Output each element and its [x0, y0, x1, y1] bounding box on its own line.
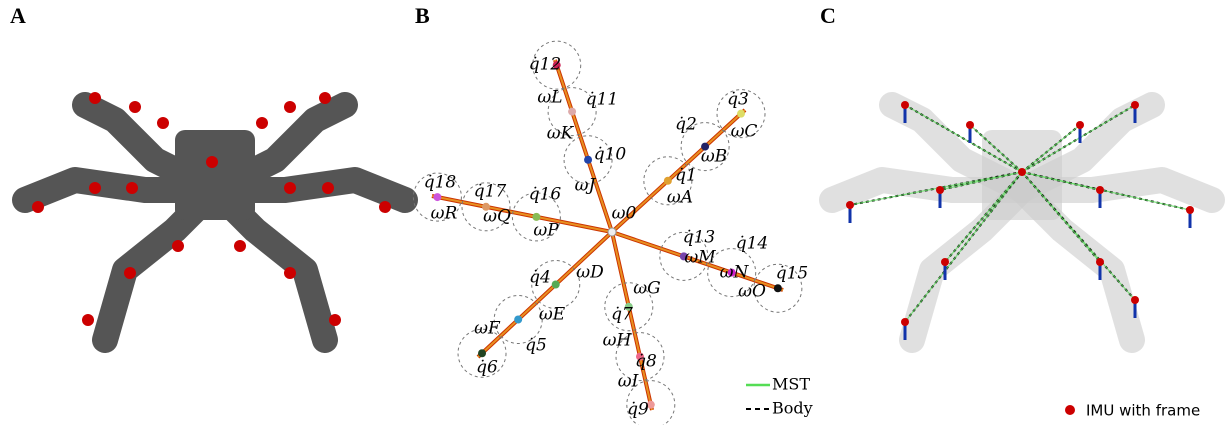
- joint-label: q̇16: [529, 185, 562, 205]
- link-label: ωR: [431, 204, 458, 224]
- panel-label: A: [10, 3, 26, 28]
- imu-marker: [206, 156, 218, 168]
- joint-label: q̇2: [675, 115, 697, 135]
- link-label: ωL: [537, 88, 562, 108]
- imu-marker: [901, 318, 909, 326]
- link-label: ωD: [576, 263, 604, 283]
- imu-marker: [1096, 258, 1104, 266]
- joint-node: [774, 284, 782, 292]
- imu-marker: [124, 267, 136, 279]
- imu-marker: [322, 182, 334, 194]
- joint-label: q̇8: [635, 352, 657, 372]
- imu-marker: [941, 258, 949, 266]
- link-label: ωP: [533, 221, 559, 241]
- kinematic-graph: q̇1ωA q̇2ωB q̇3 ωC q̇4 ωD q̇5 ωE q̇6 ωF q̇7ωG q̇8ωH…: [413, 41, 808, 425]
- joint-label: q̇3: [727, 90, 749, 110]
- link-label: ωH: [603, 331, 633, 351]
- link-label: ωC: [731, 122, 758, 142]
- joint-label: q̇15: [776, 264, 809, 284]
- joint-label: q̇14: [736, 234, 769, 254]
- link-label: ωK: [547, 124, 575, 144]
- imu-marker: [172, 240, 184, 252]
- legend-text: IMU with frame: [1086, 402, 1200, 420]
- joint-label: q̇12: [529, 55, 562, 75]
- imu-marker: [129, 101, 141, 113]
- imu-marker: [329, 314, 341, 326]
- imu-marker: [256, 117, 268, 129]
- imu-marker: [379, 201, 391, 213]
- imu-marker: [284, 182, 296, 194]
- imu-marker: [157, 117, 169, 129]
- imu-marker: [1018, 168, 1026, 176]
- imu-marker: [1186, 206, 1194, 214]
- joint-label: q̇7: [611, 305, 633, 325]
- link-label: ωG: [633, 279, 660, 299]
- imu-marker: [32, 201, 44, 213]
- joint-label: q̇5: [525, 336, 547, 356]
- mst-edge: [432, 196, 612, 232]
- link-label: ωF: [474, 319, 501, 339]
- root-node: [608, 228, 616, 236]
- joint-node: [478, 349, 486, 357]
- joint-label: q̇17: [474, 182, 507, 202]
- joint-label: q̇1: [675, 166, 697, 186]
- link-label: ωB: [701, 147, 727, 167]
- imu-marker: [966, 121, 974, 129]
- imu-marker: [901, 101, 909, 109]
- imu-marker: [82, 314, 94, 326]
- legend-marker: [1065, 405, 1075, 415]
- imu-marker: [284, 267, 296, 279]
- legend-text: Body: [772, 399, 813, 418]
- robot-body: [175, 130, 255, 220]
- joint-label: q̇11: [586, 90, 619, 110]
- joint-label: q̇10: [594, 145, 627, 165]
- imu-marker: [1076, 121, 1084, 129]
- imu-marker: [936, 186, 944, 194]
- link-label: ωN: [720, 263, 750, 283]
- joint-node: [584, 156, 592, 164]
- joint-node: [664, 177, 672, 185]
- link-label: ωO: [738, 282, 766, 302]
- figure: A B C q̇1ωAq̇2ωBq̇3ωCq̇4ωDq̇5ωEq̇6ωFq̇7ω…: [0, 0, 1228, 425]
- joint-node: [433, 193, 441, 201]
- joint-label: q̇6: [476, 358, 498, 378]
- imu-marker: [89, 92, 101, 104]
- robot-frames: [832, 101, 1212, 340]
- robot-render: [25, 92, 405, 340]
- link-label: ωE: [539, 305, 566, 325]
- imu-marker: [1131, 101, 1139, 109]
- imu-marker: [234, 240, 246, 252]
- imu-marker: [1131, 296, 1139, 304]
- imu-marker: [1096, 186, 1104, 194]
- joint-label: q̇4: [529, 268, 551, 288]
- imu-marker: [126, 182, 138, 194]
- imu-marker: [846, 201, 854, 209]
- imu-marker: [284, 101, 296, 113]
- joint-label: q̇9: [627, 400, 649, 420]
- joint-node: [568, 108, 576, 116]
- panel-label: C: [820, 3, 836, 28]
- link-label: ωJ: [575, 176, 597, 196]
- joint-node: [552, 281, 560, 289]
- link-label: ωM: [684, 248, 716, 268]
- panel-label: B: [415, 3, 430, 28]
- joint-node: [737, 110, 745, 118]
- imu-marker: [89, 182, 101, 194]
- link-label: ωA: [667, 188, 693, 208]
- imu-marker: [319, 92, 331, 104]
- joint-label: q̇18: [424, 173, 457, 193]
- link-label: ωQ: [483, 207, 511, 227]
- link-label: ωI: [618, 372, 639, 392]
- joint-label: q̇13: [683, 228, 716, 248]
- legend-text: MST: [772, 375, 810, 394]
- joint-node: [514, 316, 522, 324]
- root-label: ω0: [612, 204, 637, 224]
